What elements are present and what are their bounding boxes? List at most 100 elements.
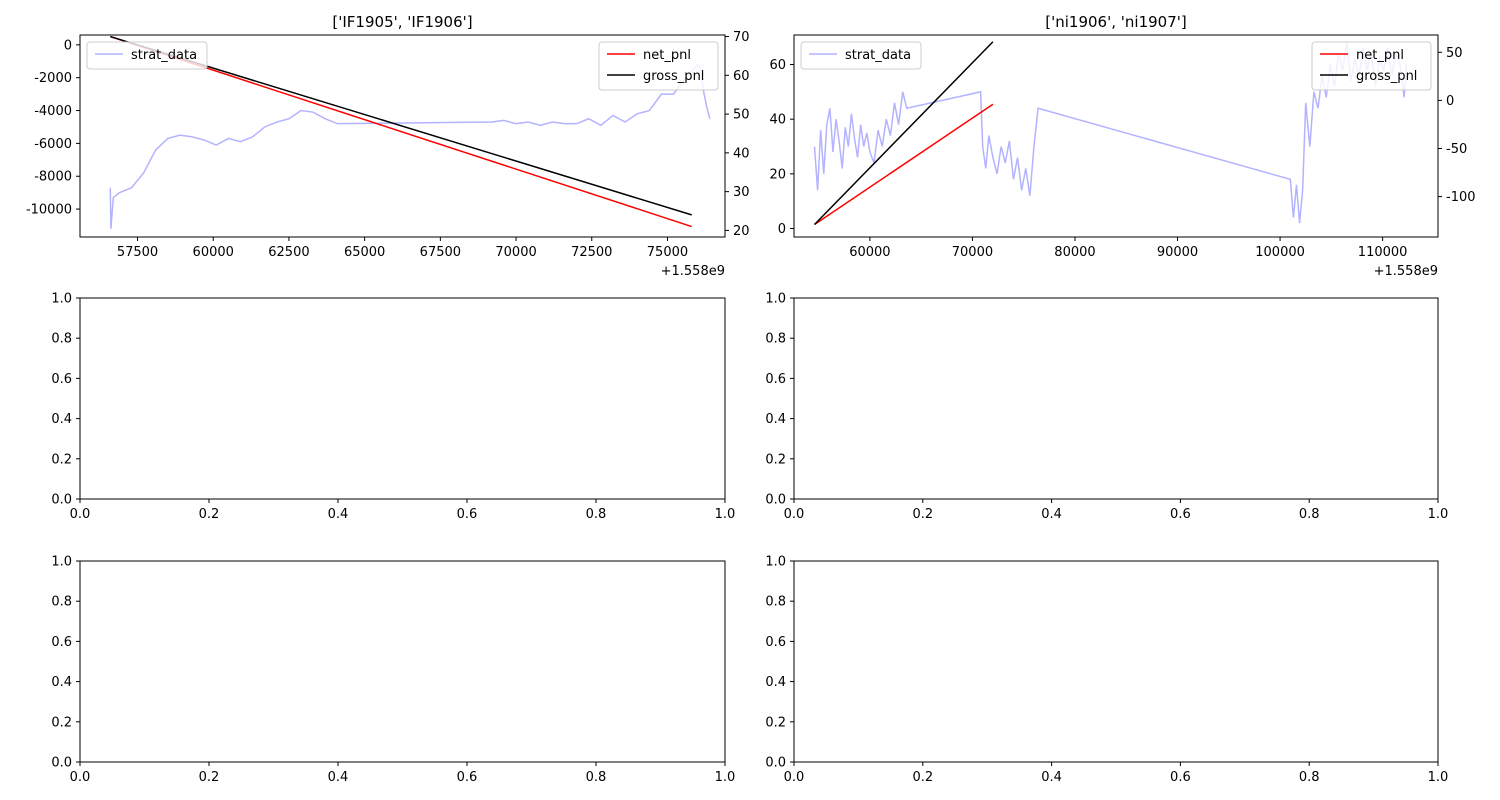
legend-label-strat_data: strat_data bbox=[845, 48, 911, 63]
y-tick-label: 0.8 bbox=[51, 332, 72, 347]
legend-right: net_pnl gross_pnl bbox=[1311, 41, 1432, 91]
y-tick-label: 0.2 bbox=[765, 452, 786, 467]
x-tick-label: 0.8 bbox=[586, 507, 607, 522]
x-tick-label: 0.8 bbox=[1299, 770, 1320, 785]
x-tick-label: 67500 bbox=[420, 245, 461, 260]
y-tick-label: -10000 bbox=[26, 203, 72, 218]
x-tick-label: 90000 bbox=[1157, 245, 1198, 260]
subplot-title: ['ni1906', 'ni1907'] bbox=[1045, 13, 1186, 31]
y2-tick-label: 50 bbox=[733, 108, 750, 123]
x-tick-label: 0.2 bbox=[199, 770, 220, 785]
x-tick-label: 0.2 bbox=[912, 770, 933, 785]
legend-box bbox=[800, 41, 922, 70]
y-tick-label: -2000 bbox=[34, 71, 72, 86]
x-tick-label: 65000 bbox=[344, 245, 385, 260]
y-tick-label: 1.0 bbox=[765, 292, 786, 307]
x-tick-label: 0.2 bbox=[912, 507, 933, 522]
x-tick-label: 72500 bbox=[571, 245, 612, 260]
legend-right: net_pnl gross_pnl bbox=[598, 41, 719, 91]
series-strat_data-line bbox=[109, 63, 711, 229]
x-tick-label: 70000 bbox=[952, 245, 993, 260]
y-tick-label: 0.4 bbox=[51, 412, 72, 427]
y-tick-label: 40 bbox=[769, 113, 786, 128]
x-tick-label: 70000 bbox=[495, 245, 536, 260]
legend-left: strat_data bbox=[800, 41, 922, 70]
y2-tick-label: 40 bbox=[733, 146, 750, 161]
x-tick-label: 1.0 bbox=[715, 507, 736, 522]
series-net_pnl-line bbox=[814, 103, 994, 226]
x-tick-label: 0.4 bbox=[1041, 770, 1062, 785]
axes-frame bbox=[793, 560, 1439, 763]
x-tick-label: 0.4 bbox=[328, 507, 349, 522]
x-tick-label: 0.6 bbox=[457, 770, 478, 785]
y2-tick-label: 50 bbox=[1446, 46, 1463, 61]
x-tick-label: 0.0 bbox=[784, 770, 805, 785]
x-tick-label: 60000 bbox=[849, 245, 890, 260]
legend-label-net_pnl: net_pnl bbox=[643, 48, 691, 63]
x-tick-label: 0.0 bbox=[784, 507, 805, 522]
subplot-3: 0.0 0.2 0.4 0.6 0.8 1.0 0.0 0.2 0.4 0.6 0.8 1.0 bbox=[51, 292, 735, 523]
y2-tick-label: 60 bbox=[733, 69, 750, 84]
x-tick-label: 100000 bbox=[1255, 245, 1305, 260]
y-tick-label: 0.2 bbox=[51, 715, 72, 730]
x-tick-label: 0.6 bbox=[1170, 770, 1191, 785]
y-tick-label: 0.8 bbox=[765, 595, 786, 610]
x-tick-label: 62500 bbox=[268, 245, 309, 260]
legend-box bbox=[86, 41, 208, 70]
y-tick-label: 0.0 bbox=[51, 756, 72, 771]
x-tick-label: 0.2 bbox=[199, 507, 220, 522]
y-tick-label: 0.2 bbox=[51, 452, 72, 467]
x-tick-label: 1.0 bbox=[1428, 770, 1449, 785]
x-tick-label: 0.0 bbox=[70, 507, 91, 522]
subplot-1: 57500 60000 62500 65000 67500 70000 72500 75000… bbox=[26, 13, 750, 279]
y-tick-label: 1.0 bbox=[765, 555, 786, 570]
legend-label-net_pnl: net_pnl bbox=[1356, 48, 1404, 63]
x-tick-label: 60000 bbox=[193, 245, 234, 260]
legend-label-gross_pnl: gross_pnl bbox=[1356, 69, 1417, 84]
x-tick-label: 0.0 bbox=[70, 770, 91, 785]
axes-frame bbox=[793, 297, 1439, 500]
y-tick-label: -6000 bbox=[34, 137, 72, 152]
y2-tick-label: 30 bbox=[733, 185, 750, 200]
y-tick-label: 0.6 bbox=[51, 635, 72, 650]
y-tick-label: 0.0 bbox=[765, 493, 786, 508]
y-tick-label: 20 bbox=[769, 167, 786, 182]
x-tick-label: 0.6 bbox=[457, 507, 478, 522]
y-tick-label: 0.8 bbox=[51, 595, 72, 610]
axes-frame bbox=[79, 297, 726, 500]
y2-tick-label: 70 bbox=[733, 30, 750, 45]
y-tick-label: 0 bbox=[778, 222, 786, 237]
y-tick-label: 0.0 bbox=[765, 756, 786, 771]
y-tick-label: -4000 bbox=[34, 104, 72, 119]
legend-left: strat_data bbox=[86, 41, 208, 70]
y2-tick-label: 0 bbox=[1446, 94, 1454, 109]
y2-tick-label: -100 bbox=[1446, 190, 1476, 205]
series-gross_pnl-line bbox=[813, 41, 994, 226]
x-tick-label: 75000 bbox=[647, 245, 688, 260]
x-tick-label: 0.4 bbox=[328, 770, 349, 785]
y-tick-label: 0.6 bbox=[51, 372, 72, 387]
x-tick-label: 1.0 bbox=[1428, 507, 1449, 522]
series-net_pnl-line bbox=[110, 35, 692, 228]
y-tick-label: 0.0 bbox=[51, 493, 72, 508]
x-tick-label: 57500 bbox=[117, 245, 158, 260]
y-tick-label: 1.0 bbox=[51, 292, 72, 307]
y-tick-label: 60 bbox=[769, 58, 786, 73]
x-tick-label: 80000 bbox=[1054, 245, 1095, 260]
y-tick-label: 0.4 bbox=[51, 675, 72, 690]
subplot-5: 0.0 0.2 0.4 0.6 0.8 1.0 0.0 0.2 0.4 0.6 0.8 1.0 bbox=[51, 555, 735, 786]
y-tick-label: 0.8 bbox=[765, 332, 786, 347]
x-offset-label: +1.558e9 bbox=[661, 264, 725, 279]
axes-frame bbox=[79, 34, 726, 238]
axes-frame bbox=[793, 34, 1439, 238]
y-tick-label: 0 bbox=[64, 38, 72, 53]
x-tick-label: 0.8 bbox=[586, 770, 607, 785]
y2-tick-label: -50 bbox=[1446, 142, 1467, 157]
y-tick-label: 0.2 bbox=[765, 715, 786, 730]
y-tick-label: 0.4 bbox=[765, 675, 786, 690]
subplot-4: 0.0 0.2 0.4 0.6 0.8 1.0 0.0 0.2 0.4 0.6 0.8 1.0 bbox=[765, 292, 1448, 523]
x-tick-label: 0.4 bbox=[1041, 507, 1062, 522]
x-tick-label: 110000 bbox=[1358, 245, 1408, 260]
y-tick-label: -8000 bbox=[34, 170, 72, 185]
